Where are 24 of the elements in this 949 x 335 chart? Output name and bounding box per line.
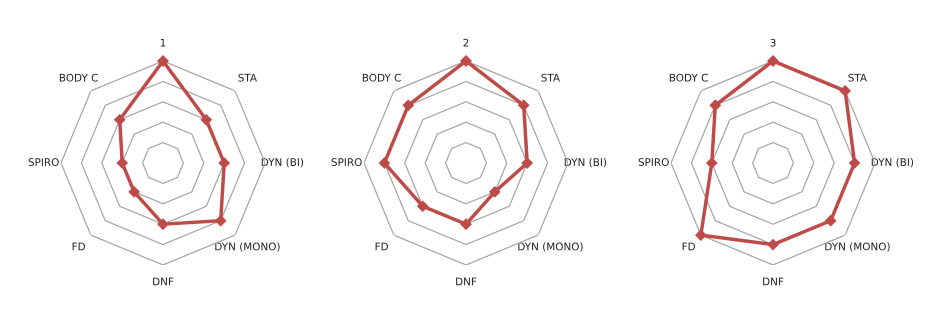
spoke-label: DYN (BI) [564,158,606,168]
spoke-label: BODY C [362,74,401,82]
spoke-label: FD [682,242,695,250]
spoke-label: SPIRO [28,158,59,166]
spoke-label: DYN (MONO) [215,242,280,252]
spoke-label: BODY C [670,74,708,82]
spoke-label: SPIRO [638,158,669,166]
spoke-label: FD [72,242,85,250]
spoke-label: BODY C [60,74,98,82]
spoke-label: DNF [456,278,476,286]
spoke-label: DYN (MONO) [825,242,890,252]
spoke-label: DYN (MONO) [518,242,583,252]
spoke-label: 2 [463,38,468,47]
spoke-label: DYN (BI) [262,158,304,168]
spoke-label: STA [848,74,867,82]
spoke-label: SPIRO [332,158,362,166]
spoke-label: 3 [770,38,776,47]
spoke-label: STA [238,74,257,82]
spoke-label: 1 [160,38,166,47]
spoke-label: DYN (BI) [872,158,914,168]
spoke-label: FD [376,242,388,250]
spoke-label: STA [541,74,560,82]
spoke-label: DNF [763,278,784,286]
spoke-label: DNF [153,278,174,286]
